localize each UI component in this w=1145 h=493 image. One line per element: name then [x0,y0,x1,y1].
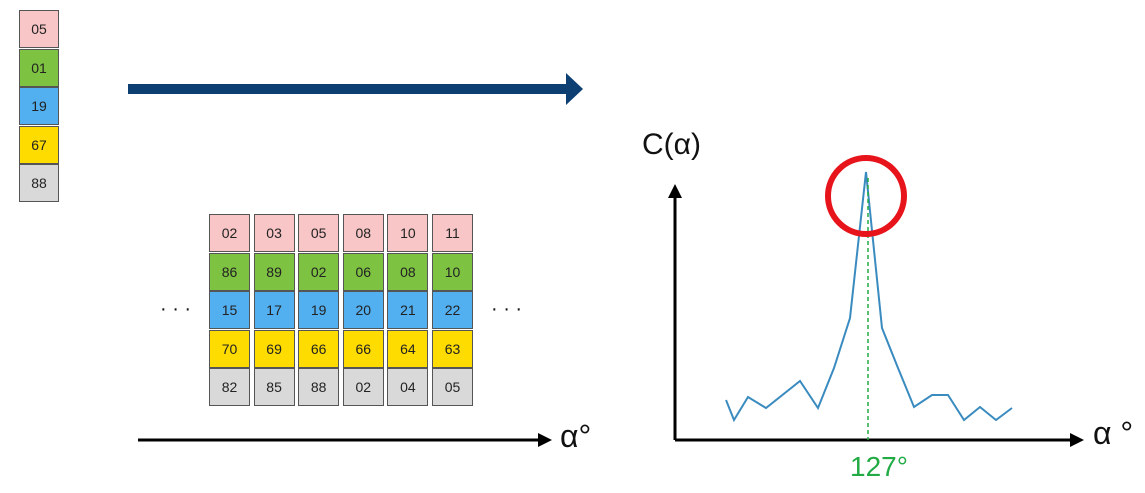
query-cell: 01 [19,48,59,87]
grid-cell: 10 [432,252,473,291]
grid-cell: 82 [209,368,250,407]
grid-cell: 04 [387,368,429,407]
correlation-curve [725,171,1013,423]
grid-cell: 89 [253,252,295,291]
grid-cell: 88 [298,368,340,407]
grid-cell: 66 [298,329,340,368]
grid-cell: 17 [253,291,295,330]
grid-cell: 21 [387,291,429,330]
right-ellipsis: · · · [491,298,523,320]
grid-cell: 66 [342,329,384,368]
grid-cell: 08 [342,214,384,252]
transform-arrow-head [566,73,583,105]
grid-cell: 19 [298,291,340,330]
query-cell: 19 [19,87,59,126]
grid-cell: 06 [342,252,384,291]
peak-angle-label: 127° [850,451,908,482]
grid-cell: 02 [209,214,250,252]
grid-cell: 02 [342,368,384,407]
grid-cell: 10 [387,214,429,252]
query-cell: 67 [19,125,59,164]
chart-x-axis-label: α ° [1093,415,1134,451]
chart-y-axis-label: C(α) [642,128,701,161]
grid-cell: 02 [298,252,340,291]
grid-cell: 11 [432,214,473,252]
grid-cell: 20 [342,291,384,330]
grid-cell: 64 [387,329,429,368]
grid-cell: 86 [209,252,250,291]
grid-cell: 69 [253,329,295,368]
left-ellipsis: · · · [160,298,192,320]
grid-cell: 05 [432,368,473,407]
grid-cell: 08 [387,252,429,291]
grid-axis-arrowhead [538,433,552,447]
grid-cell: 15 [209,291,250,330]
grid-cell: 22 [432,291,473,330]
query-cell: 05 [19,10,59,48]
chart-x-axis-arrowhead [1070,433,1084,447]
grid-cell: 03 [253,214,295,252]
chart-y-axis-arrowhead [668,184,682,198]
peak-highlight-circle [825,155,907,237]
grid-cell: 05 [298,214,340,252]
query-cell: 88 [19,164,59,203]
grid-cell: 70 [209,329,250,368]
grid-axis-label: α° [560,418,592,454]
grid-cell: 63 [432,329,473,368]
grid-cell: 85 [253,368,295,407]
